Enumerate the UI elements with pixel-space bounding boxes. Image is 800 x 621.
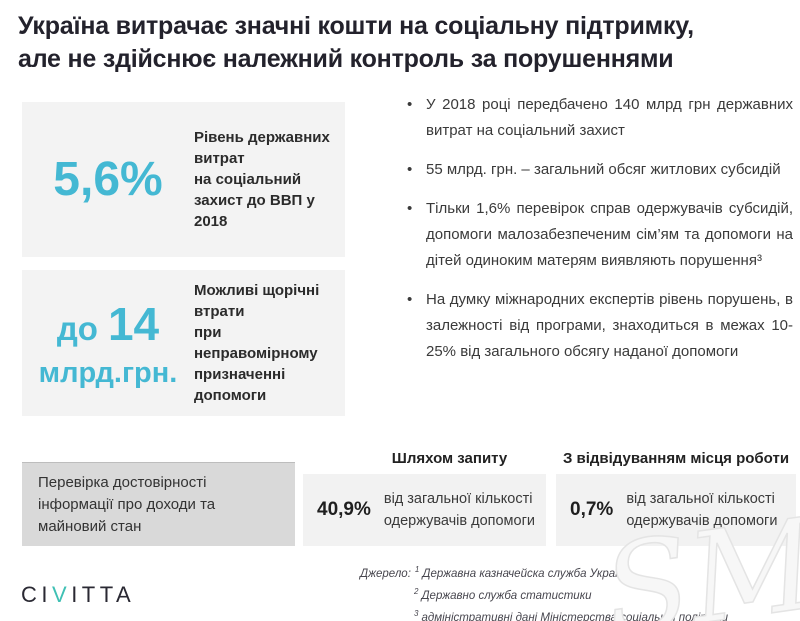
footnote-marker: 3	[414, 608, 419, 618]
stat-prefix: до	[56, 309, 98, 347]
stat-value-gdp-share: 5,6%	[22, 152, 194, 207]
verification-cell-workplace-visit: 0,7% від загальної кількості одержувачів…	[556, 474, 796, 546]
list-item: Тільки 1,6% перевірок справ одержувачів …	[405, 196, 793, 274]
stat-number-line: до 14	[22, 297, 194, 351]
verification-description: від загальної кількості одержувачів допо…	[626, 491, 778, 529]
stat-unit: млрд.грн.	[38, 356, 178, 389]
stat-label-possible-losses: Можливі щорічні втрати при неправомірном…	[194, 282, 320, 404]
key-facts-list: У 2018 році передбачено 140 млрд грн дер…	[405, 92, 793, 378]
source-note-3: 3 адміністративні дані Міністерства соціа…	[414, 605, 728, 621]
stat-number: 5,6%	[53, 153, 163, 206]
source-note-2: 2 Державно служба статистики	[414, 583, 728, 605]
stat-value-possible-losses: до 14 млрд.грн.	[22, 297, 194, 390]
verification-cell-by-request: 40,9% від загальної кількості одержувачі…	[303, 474, 546, 546]
logo-text-left: CI	[21, 582, 52, 607]
civitta-logo: CIVITTA	[21, 582, 135, 608]
source-notes: Джерело: 1 Державна казначейска служба Укр…	[360, 561, 728, 621]
column-header-by-request: Шляхом запиту	[391, 450, 508, 467]
column-header-workplace-visit: З відвідуванням місця роботи	[562, 450, 790, 467]
stat-number: 14	[107, 297, 160, 350]
source-text: Державно служба статистики	[421, 589, 592, 602]
verification-row-label: Перевірка достовірності інформації про д…	[22, 462, 295, 546]
verification-value: 40,9%	[317, 499, 371, 520]
list-item: На думку міжнародних експертів рівень по…	[405, 287, 793, 365]
stat-card-possible-losses: до 14 млрд.грн. Можливі щорічні втрати пр…	[22, 270, 345, 416]
list-item: 55 млрд. грн. – загальний обсяг житлових…	[405, 157, 793, 183]
source-note-1: Джерело: 1 Державна казначейска служба Укр…	[360, 561, 728, 583]
source-text: адміністративні дані Міністерства соціал…	[421, 611, 729, 621]
verification-description: від загальної кількості одержувачів допо…	[383, 491, 535, 529]
footnote-marker: 1	[414, 565, 420, 574]
footnote-marker: 2	[414, 586, 419, 596]
logo-text-right: ITTA	[71, 582, 136, 607]
source-label: Джерело:	[360, 567, 411, 580]
source-text: Державна казначейска служба України	[422, 567, 631, 580]
logo-text-accent: V	[52, 582, 72, 607]
verification-value: 0,7%	[570, 499, 614, 520]
stat-label-gdp-share: Рівень державних витрат на соціальний за…	[194, 129, 330, 230]
slide-title: Україна витрачає значні кошти на соціаль…	[18, 12, 694, 73]
list-item: У 2018 році передбачено 140 млрд грн дер…	[405, 92, 793, 144]
stat-card-gdp-share: 5,6% Рівень державних витрат на соціальн…	[22, 102, 345, 257]
